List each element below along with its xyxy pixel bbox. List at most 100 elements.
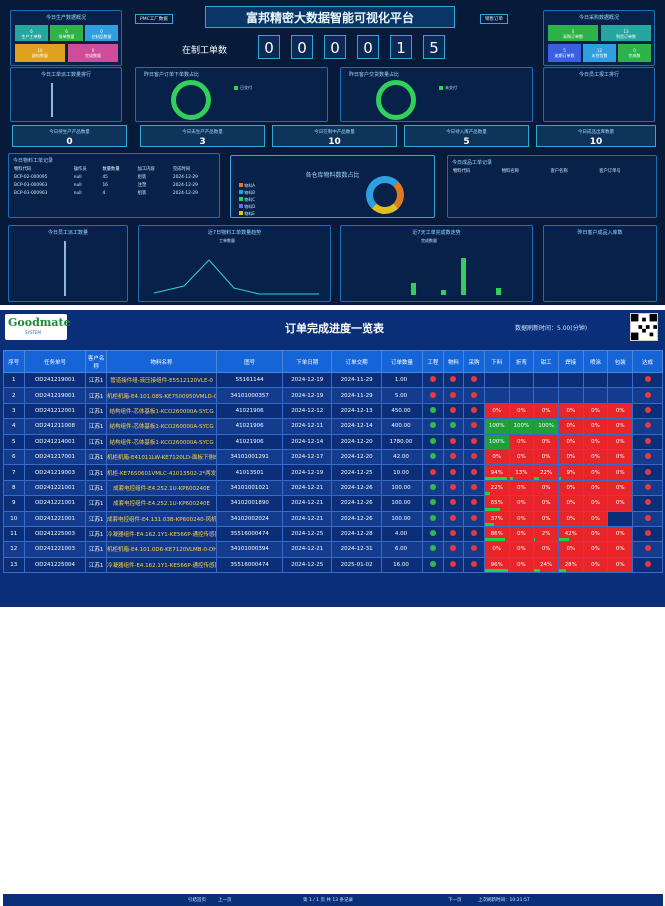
step-progress <box>608 373 633 388</box>
step-progress <box>509 373 534 388</box>
customer-name: 江苏1 <box>86 373 107 388</box>
column-header: 达成 <box>633 351 663 373</box>
order-date: 2024-12-25 <box>283 526 332 541</box>
column-header: 下单日期 <box>283 351 332 373</box>
status-pending-icon <box>471 407 477 413</box>
order-date: 2024-12-19 <box>283 465 332 480</box>
prev-page-link[interactable]: 上一页 <box>218 897 232 903</box>
status-pending-icon <box>471 469 477 475</box>
first-page-link[interactable]: 引结首页 <box>188 897 206 903</box>
step-progress: 0% <box>583 465 608 480</box>
status-pending-icon <box>450 499 456 505</box>
status-cell <box>464 526 485 541</box>
step-progress <box>583 373 608 388</box>
table-cell: BCP-02-000095 <box>11 173 71 181</box>
step-progress <box>558 373 583 388</box>
completion-status <box>633 449 663 464</box>
panel-title: 昨日客户订单下单数占比 <box>144 71 327 78</box>
step-progress: 0% <box>509 496 534 511</box>
status-pending-icon <box>645 499 651 505</box>
order-number: OD241214001 <box>24 434 86 449</box>
order-date: 2024-12-21 <box>283 480 332 495</box>
status-cell <box>464 465 485 480</box>
completion-trend-panel: 近7天工单完成数走势 完成数量 <box>340 225 533 302</box>
step-progress <box>509 388 534 403</box>
board-title: 订单完成进度一览表 <box>285 320 384 336</box>
due-date: 2025-01-02 <box>332 557 381 572</box>
customer-shipping-share-panel: 昨日客户交货数量占比 未交付 <box>340 67 533 122</box>
kpi-value: 5 <box>405 137 528 147</box>
status-pending-icon <box>471 392 477 398</box>
legend-label: 物料C <box>244 197 255 202</box>
material-name: 冷凝器组件-E4.162.1Y1-KE566P-通控传感器 <box>106 557 216 572</box>
panel-title: 昨日客户成品入库数 <box>544 229 656 236</box>
completion-status <box>633 388 663 403</box>
status-pending-icon <box>430 376 436 382</box>
column-header: 物料代码 <box>450 167 499 175</box>
status-pending-icon <box>450 438 456 444</box>
row-number: 10 <box>4 511 25 526</box>
customer-stock-in-panel: 昨日客户成品入库数 <box>543 225 657 302</box>
table-cell: 45 <box>99 173 134 181</box>
drawing-number: 34101000357 <box>217 388 283 403</box>
step-progress: 0% <box>509 480 534 495</box>
status-cell <box>423 496 444 511</box>
panel-title: 今日员工报工排行 <box>544 71 654 78</box>
qr-code-icon <box>630 313 658 341</box>
progress-fill <box>534 569 540 572</box>
order-number: OD241219001 <box>24 388 86 403</box>
step-progress: 0% <box>509 526 534 541</box>
digit: 1 <box>390 35 412 59</box>
status-pending-icon <box>645 376 651 382</box>
progress-fill <box>510 477 513 480</box>
status-cell <box>423 449 444 464</box>
row-number: 12 <box>4 542 25 557</box>
completion-status <box>633 542 663 557</box>
drawing-number: 34101001021 <box>217 480 283 495</box>
status-cell <box>423 403 444 418</box>
material-name: 机柜机箱-E4.101.08S-KE7500950VMLD-0-HA1 <box>106 388 216 403</box>
status-ok-icon <box>430 484 436 490</box>
digit: 0 <box>357 35 379 59</box>
step-progress: 0% <box>484 449 509 464</box>
next-page-link[interactable]: 下一页 <box>448 897 462 903</box>
completion-status <box>633 557 663 572</box>
step-progress: 0% <box>509 449 534 464</box>
status-pending-icon <box>430 392 436 398</box>
kpi-value: 10 <box>273 137 396 147</box>
status-ok-icon <box>430 453 436 459</box>
material-record-panel: 今日物料工单记录 物料代码操作员数量数量加工内容完成时间 BCP-02-0000… <box>8 153 220 218</box>
step-progress <box>484 373 509 388</box>
due-date: 2024-12-20 <box>332 434 381 449</box>
row-number: 5 <box>4 434 25 449</box>
status-pending-icon <box>450 561 456 567</box>
column-header: 客户订单号 <box>596 167 654 175</box>
customer-name: 江苏1 <box>86 465 107 480</box>
status-cell <box>423 542 444 557</box>
status-pending-icon <box>450 530 456 536</box>
status-cell <box>443 465 464 480</box>
bar <box>461 258 466 295</box>
status-ok-icon <box>430 561 436 567</box>
table-cell: 注塑 <box>135 181 170 189</box>
customer-name: 江苏1 <box>86 542 107 557</box>
panel-title: 各仓库物料数数占比 <box>231 170 434 179</box>
column-header: 任务单号 <box>24 351 86 373</box>
order-number: OD241225004 <box>24 557 86 572</box>
